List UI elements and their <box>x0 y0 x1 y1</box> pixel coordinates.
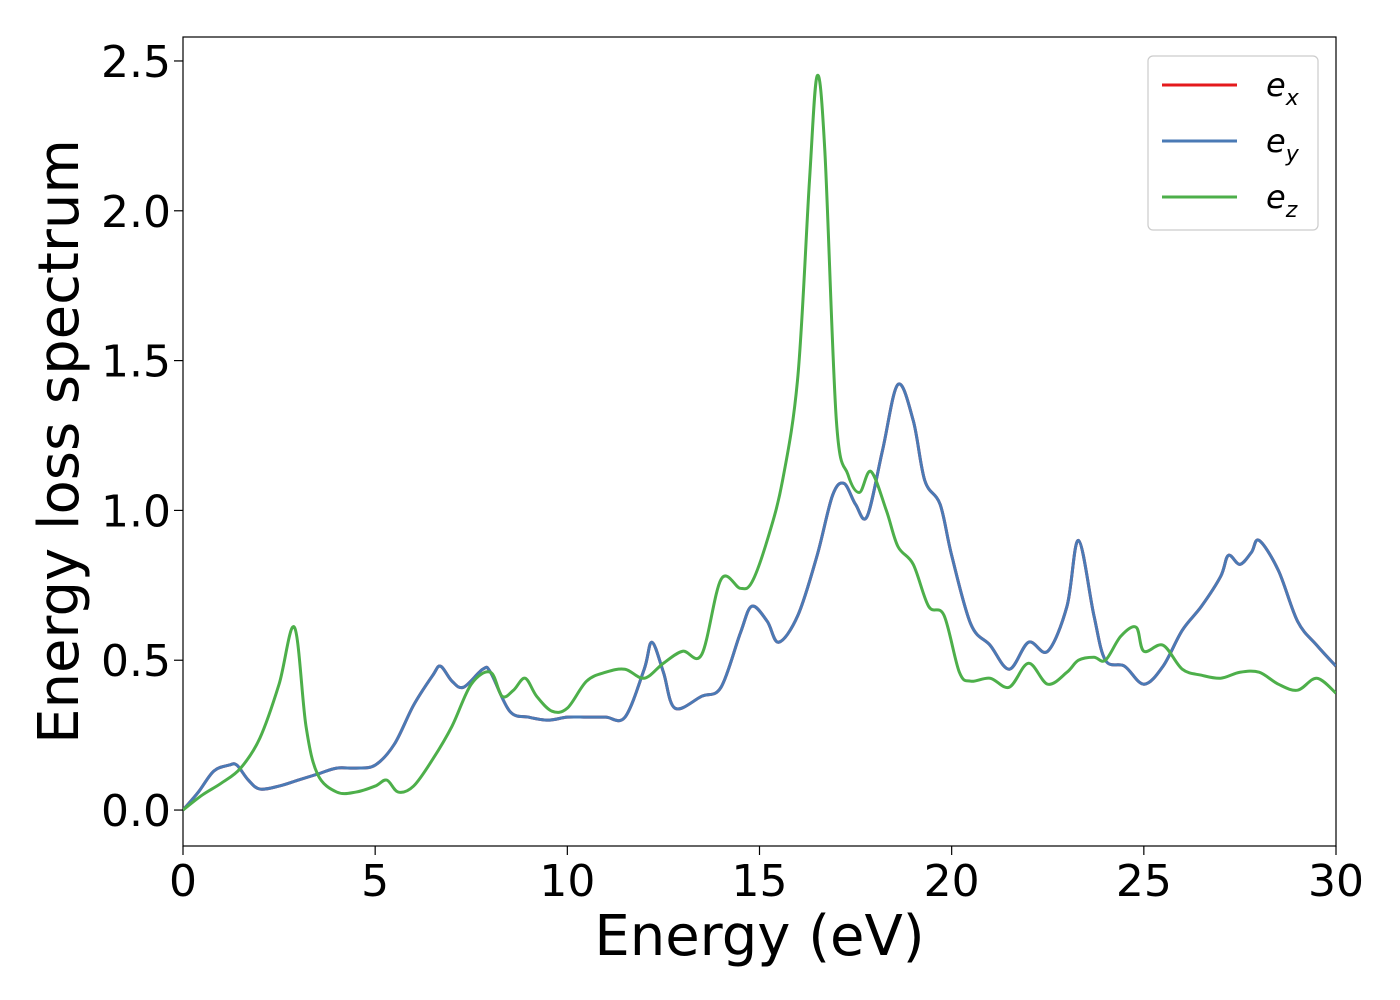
legend-label-subscript: x <box>1285 86 1300 111</box>
y-tick-label: 1.5 <box>101 337 171 388</box>
y-tick-label: 0.0 <box>101 786 171 837</box>
y-axis-label: Energy loss spectrum <box>27 139 92 744</box>
x-tick-label: 25 <box>1116 856 1172 907</box>
x-tick-label: 10 <box>539 856 595 907</box>
legend-label-base: e <box>1266 66 1286 104</box>
x-tick-label: 0 <box>169 856 197 907</box>
x-axis-label: Energy (eV) <box>594 904 924 969</box>
y-tick-label: 2.0 <box>101 187 171 238</box>
series-line-e_y <box>183 384 1336 810</box>
legend-label-subscript: y <box>1285 142 1300 167</box>
x-tick-label: 30 <box>1308 856 1364 907</box>
x-tick-label: 15 <box>732 856 788 907</box>
x-tick-label: 5 <box>361 856 389 907</box>
y-tick-label: 1.0 <box>101 486 171 537</box>
legend-label-base: e <box>1266 122 1286 160</box>
legend-label-base: e <box>1266 178 1286 216</box>
legend-label-subscript: z <box>1285 198 1298 223</box>
series-line-e_x <box>183 384 1336 810</box>
y-tick-label: 0.5 <box>101 636 171 687</box>
x-tick-label: 20 <box>924 856 980 907</box>
y-tick-label: 2.5 <box>101 37 171 88</box>
